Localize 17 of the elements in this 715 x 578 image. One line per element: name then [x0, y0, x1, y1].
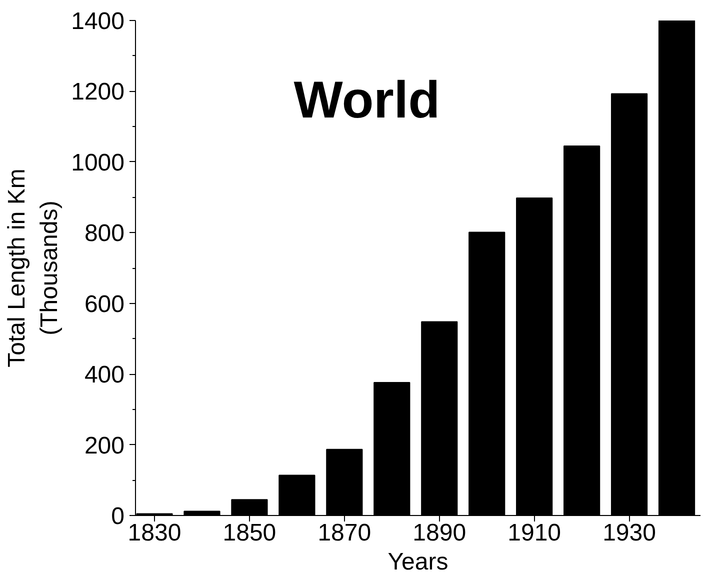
x-tick-label: 1930: [602, 520, 656, 546]
text: World: [294, 71, 440, 130]
y-tick-label: 400: [84, 362, 125, 389]
y-tick-label: 600: [84, 290, 125, 318]
x-tick-label: 1870: [318, 520, 372, 546]
y-tick-label: 800: [84, 220, 125, 248]
x-tick-label: 1850: [222, 520, 276, 546]
y-tick-label: 200: [84, 432, 125, 460]
x-tick-label: 1910: [508, 520, 562, 546]
x-axis-title: Years: [388, 548, 448, 576]
y-tick-label: 1000: [71, 149, 124, 176]
x-tick-label: 1890: [412, 520, 466, 546]
x-tick-label: 1830: [128, 520, 182, 546]
y-tick-label: 1400: [71, 8, 124, 35]
y-tick-label: 0: [111, 503, 125, 530]
y-axis-title: Total Length in Km (Thousands): [4, 168, 64, 368]
y-tick-label: 1200: [71, 78, 124, 106]
